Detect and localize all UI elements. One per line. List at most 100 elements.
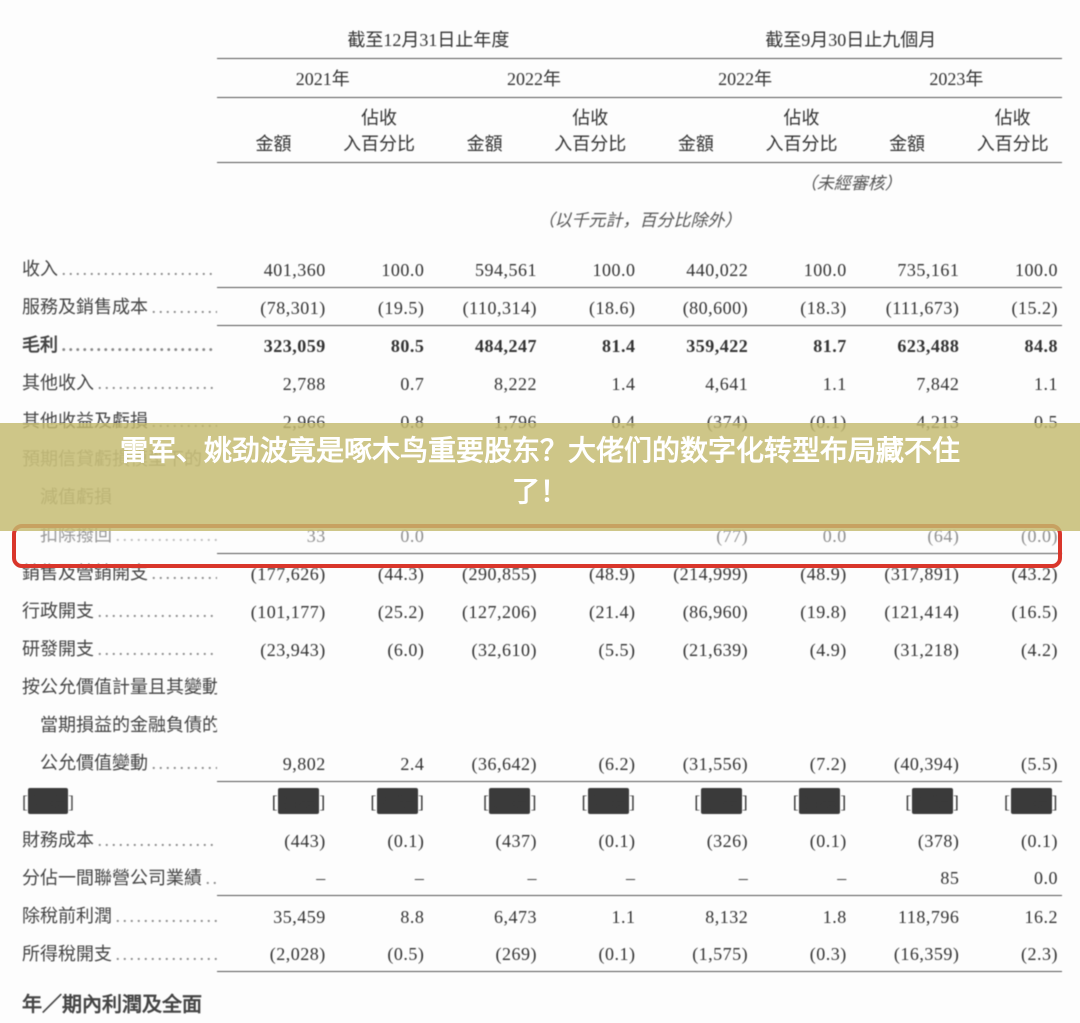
cell: (2.3)	[963, 934, 1062, 972]
table-row: 收入401,360100.0594,561100.0440,022100.073…	[18, 249, 1062, 287]
cell: 0.0	[752, 515, 851, 553]
table-row: 銷售及營銷開支(177,626)(44.3)(290,855)(48.9)(21…	[18, 553, 1062, 591]
cell: 2.4	[330, 743, 429, 781]
cell: (317,891)	[851, 553, 964, 591]
cell: –	[752, 858, 851, 896]
cell: 623,488	[851, 325, 964, 363]
cell: 100.0	[541, 249, 640, 287]
row-label: 減值虧損	[18, 477, 217, 515]
cell: (374)	[640, 401, 753, 439]
cell: (21,639)	[640, 629, 753, 667]
header-pct: 佔收 入百分比	[752, 98, 851, 163]
cell: 8,222	[428, 363, 541, 401]
cell: [編纂]	[330, 781, 429, 820]
row-label: 公允價值變動	[18, 743, 217, 781]
cell: 1.8	[752, 896, 851, 934]
cell: (437)	[428, 820, 541, 858]
cell: (0.1)	[541, 934, 640, 972]
cell: (6.0)	[330, 629, 429, 667]
table-row: 當期損益的金融負債的	[18, 705, 1062, 743]
header-period-row: 截至12月31日止年度 截至9月30日止九個月	[18, 20, 1062, 59]
cell: (21.4)	[541, 591, 640, 629]
cell	[851, 439, 964, 477]
cell: 2,788	[217, 363, 330, 401]
cell: (15.2)	[963, 287, 1062, 325]
cell	[851, 667, 964, 705]
cell: (4.2)	[963, 629, 1062, 667]
cell: [編纂]	[963, 781, 1062, 820]
table-row: 公允價值變動9,8022.4(36,642)(6.2)(31,556)(7.2)…	[18, 743, 1062, 781]
row-label: 其他收益及虧損	[18, 401, 217, 439]
cell: 6,473	[428, 896, 541, 934]
cell	[217, 667, 330, 705]
cell: 594,561	[428, 249, 541, 287]
cell	[541, 705, 640, 743]
cell	[752, 477, 851, 515]
cell: 9,802	[217, 743, 330, 781]
cell: (2,028)	[217, 934, 330, 972]
header-amount: 金額	[851, 98, 964, 163]
cell: (31,218)	[851, 629, 964, 667]
cell: (86,960)	[640, 591, 753, 629]
cell: (214,999)	[640, 553, 753, 591]
cell: [編纂]	[640, 781, 753, 820]
cell	[541, 477, 640, 515]
row-label: [編纂]	[18, 781, 217, 820]
cell	[428, 667, 541, 705]
header-y2021: 2021年	[217, 59, 428, 98]
cell: (326)	[640, 820, 753, 858]
cell: (121,414)	[851, 591, 964, 629]
cell	[428, 705, 541, 743]
cell: 100.0	[752, 249, 851, 287]
row-label: 分佔一間聯營公司業績	[18, 858, 217, 896]
cell	[963, 439, 1062, 477]
cell: (36,642)	[428, 743, 541, 781]
unaudited-row: （未經審核）	[18, 163, 1062, 201]
cell: (1,575)	[640, 934, 753, 972]
cell: (7.2)	[752, 743, 851, 781]
cell: (0.1)	[752, 820, 851, 858]
header-y2022b: 2022年	[640, 59, 851, 98]
cell: 735,161	[851, 249, 964, 287]
table-row: 預期信貸虧損模型下的	[18, 439, 1062, 477]
cell: (5.5)	[963, 743, 1062, 781]
cell: 81.7	[752, 325, 851, 363]
cell	[428, 515, 541, 553]
header-amount: 金額	[217, 98, 330, 163]
header-pct: 佔收 入百分比	[330, 98, 429, 163]
table-row: [編纂][編纂][編纂][編纂][編纂][編纂][編纂][編纂][編纂]	[18, 781, 1062, 820]
cell: 100.0	[330, 249, 429, 287]
cell: [編纂]	[217, 781, 330, 820]
table-row: 毛利323,05980.5484,24781.4359,42281.7623,4…	[18, 325, 1062, 363]
cell: (43.2)	[963, 553, 1062, 591]
cell: (31,556)	[640, 743, 753, 781]
row-label: 當期損益的金融負債的	[18, 705, 217, 743]
table-row: 減值虧損	[18, 477, 1062, 515]
cell: 323,059	[217, 325, 330, 363]
cell: (111,673)	[851, 287, 964, 325]
cell: –	[541, 858, 640, 896]
cell	[640, 439, 753, 477]
cell: 0.5	[963, 401, 1062, 439]
cell: (19.8)	[752, 591, 851, 629]
row-label: 按公允價值計量且其變動計入	[18, 667, 217, 705]
row-label: 財務成本	[18, 820, 217, 858]
table-row: 其他收益及虧損2,9660.81,7960.4(374)(0.1)4,2130.…	[18, 401, 1062, 439]
cell: (0.3)	[752, 934, 851, 972]
cell: (23,943)	[217, 629, 330, 667]
cell	[330, 705, 429, 743]
cell: (127,206)	[428, 591, 541, 629]
cell: 35,459	[217, 896, 330, 934]
header-period-nine: 截至9月30日止九個月	[640, 20, 1062, 59]
cell: (32,610)	[428, 629, 541, 667]
table-row: 所得稅開支(2,028)(0.5)(269)(0.1)(1,575)(0.3)(…	[18, 934, 1062, 972]
table-row: 研發開支(23,943)(6.0)(32,610)(5.5)(21,639)(4…	[18, 629, 1062, 667]
cell: 16.2	[963, 896, 1062, 934]
row-label: 服務及銷售成本	[18, 287, 217, 325]
cell	[963, 477, 1062, 515]
cell: 33	[217, 515, 330, 553]
cell	[752, 439, 851, 477]
cell: (378)	[851, 820, 964, 858]
cell	[428, 477, 541, 515]
header-col-row: 金額 佔收 入百分比 金額 佔收 入百分比 金額 佔收 入百分比 金額 佔收 入…	[18, 98, 1062, 163]
